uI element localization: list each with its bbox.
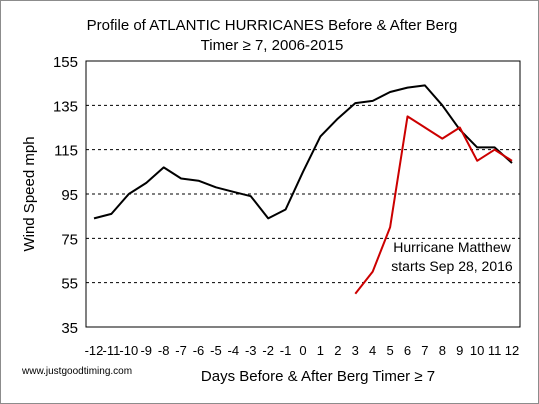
chart-title-line1: Profile of ATLANTIC HURRICANES Before & …: [87, 17, 458, 34]
y-axis-label: Wind Speed mph: [21, 136, 38, 251]
x-axis-label: Days Before & After Berg Timer ≥ 7: [201, 368, 435, 385]
series-lines: [93, 84, 513, 295]
x-tick-label: -11: [103, 343, 121, 358]
x-tick-label: -8: [158, 343, 170, 358]
x-tick-label: -6: [193, 343, 205, 358]
x-tick-label: 2: [334, 343, 341, 358]
x-tick-label: -12: [85, 343, 104, 358]
x-tick-label: 11: [488, 343, 502, 358]
y-tick-labels: 35 55 75 95 115 135 155: [53, 54, 78, 337]
x-tick-label: -5: [210, 343, 222, 358]
x-tick-label: -9: [140, 343, 152, 358]
y-tick-label: 75: [61, 231, 78, 248]
x-tick-labels: -12 -11 -10 -9 -8 -7 -6 -5 -4 -3 -2 -1 0 1 2 3 4 5 6 7 8 9 10 1…: [85, 343, 520, 358]
annotation-line2: starts Sep 28, 2016: [391, 258, 513, 274]
x-tick-label: -4: [228, 343, 240, 358]
x-tick-label: 5: [386, 343, 393, 358]
series-line-1: [93, 84, 513, 220]
watermark-text: www.justgoodtiming.com: [21, 366, 132, 377]
y-tick-label: 55: [61, 276, 78, 293]
x-tick-label: -7: [175, 343, 187, 358]
x-tick-label: 4: [369, 343, 376, 358]
y-tick-label: 155: [53, 54, 78, 71]
y-tick-label: 35: [61, 320, 78, 337]
y-tick-label: 95: [61, 187, 78, 204]
y-tick-label: 135: [53, 98, 78, 115]
x-tick-label: 1: [317, 343, 324, 358]
annotation-line1: Hurricane Matthew: [393, 239, 511, 255]
x-tick-label: 0: [299, 343, 306, 358]
x-tick-label: -3: [245, 343, 257, 358]
y-tick-label: 115: [54, 143, 78, 160]
x-tick-label: -2: [262, 343, 274, 358]
series-line-2: [354, 115, 513, 295]
x-tick-label: 7: [421, 343, 428, 358]
x-tick-label: 9: [456, 343, 463, 358]
x-tick-label: 12: [505, 343, 519, 358]
chart-title-line2: Timer ≥ 7, 2006-2015: [201, 37, 344, 54]
x-tick-label: 8: [439, 343, 446, 358]
plot-area-border: [85, 60, 521, 328]
x-tick-label: 10: [470, 343, 484, 358]
x-tick-label: 6: [404, 343, 411, 358]
x-tick-label: 3: [352, 343, 359, 358]
x-tick-label: -1: [280, 343, 292, 358]
gridlines: [86, 104, 520, 284]
x-tick-label: -10: [119, 343, 138, 358]
